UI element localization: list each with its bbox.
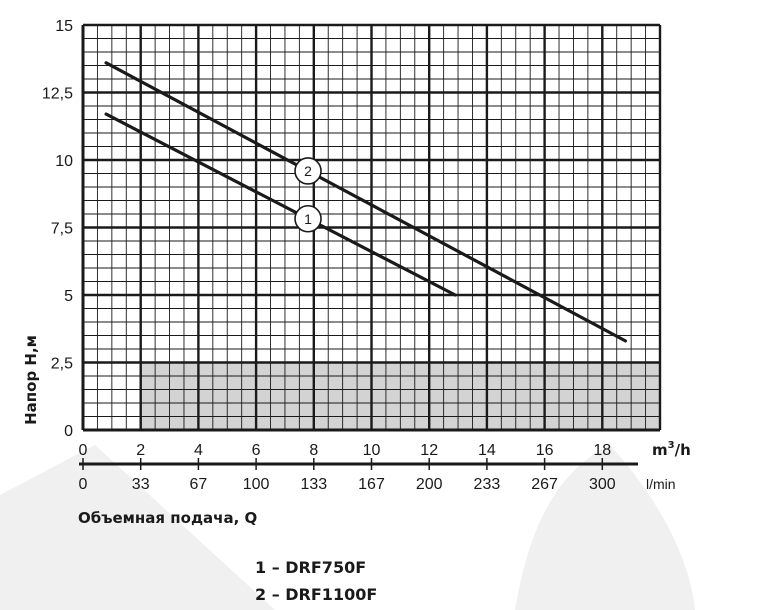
series-marker-2	[294, 157, 322, 185]
legend-entry-1: 1 – DRF750F	[255, 558, 366, 577]
x-tick-label: 12	[420, 442, 438, 459]
x-tick-label: 0	[79, 442, 88, 459]
chart-grid	[81, 23, 662, 432]
y-tick-label: 15	[55, 18, 73, 35]
secondary-x-tick-label: 133	[300, 476, 327, 493]
y-axis-title: Напор H,м	[22, 335, 40, 425]
y-tick-label: 5	[64, 288, 73, 305]
chart-axes	[79, 25, 660, 470]
secondary-x-tick-label: 267	[531, 476, 558, 493]
series-marker-label-1: 1	[304, 211, 312, 227]
watermark-shape-right	[515, 445, 695, 610]
secondary-x-axis-unit: l/min	[646, 476, 676, 492]
background-watermark	[0, 445, 695, 610]
legend-entry-2: 2 – DRF1100F	[255, 585, 377, 604]
y-tick-label: 10	[55, 153, 73, 170]
secondary-x-tick-label: 167	[358, 476, 385, 493]
secondary-x-tick-label: 67	[190, 476, 208, 493]
x-tick-label: 8	[309, 442, 318, 459]
watermark-shape-left	[0, 445, 275, 610]
series-marker-label-2: 2	[304, 163, 312, 179]
y-tick-label: 7,5	[51, 221, 73, 238]
x-axis-unit: m3/h	[652, 440, 691, 459]
secondary-x-tick-label: 200	[416, 476, 443, 493]
chart-series: 12	[104, 61, 627, 343]
secondary-x-tick-label: 300	[589, 476, 616, 493]
secondary-x-tick-label: 33	[132, 476, 150, 493]
secondary-x-tick-label: 233	[474, 476, 501, 493]
y-tick-label: 2,5	[51, 356, 73, 373]
series-marker-1	[294, 204, 322, 233]
x-tick-label: 18	[593, 442, 611, 459]
series-line-1	[104, 112, 457, 297]
secondary-x-axis-title: Объемная подача, Q	[78, 509, 257, 527]
x-tick-label: 2	[136, 442, 145, 459]
x-tick-label: 6	[252, 442, 261, 459]
y-tick-label: 12,5	[42, 86, 73, 103]
x-tick-label: 16	[536, 442, 554, 459]
secondary-x-tick-label: 100	[243, 476, 270, 493]
x-tick-label: 14	[478, 442, 496, 459]
series-line-2	[104, 61, 627, 343]
x-tick-label: 4	[194, 442, 203, 459]
secondary-x-tick-label: 0	[79, 476, 88, 493]
x-tick-label: 10	[363, 442, 381, 459]
y-tick-label: 0	[64, 423, 73, 440]
